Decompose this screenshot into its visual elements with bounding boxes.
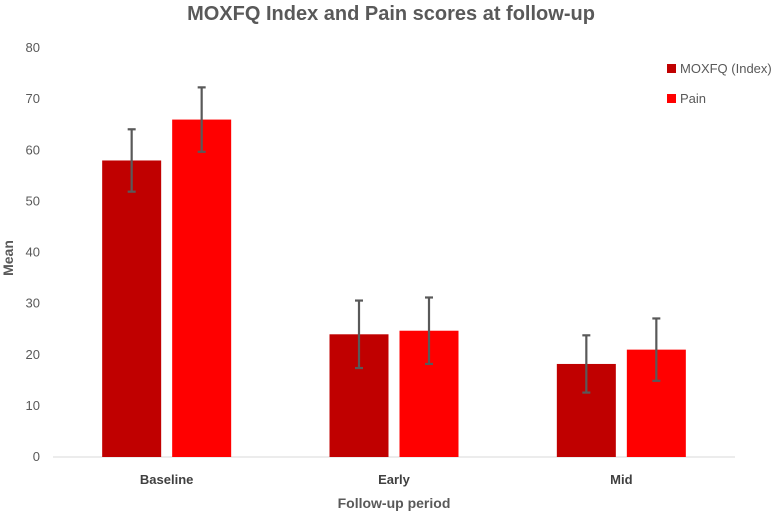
x-category-label: Early xyxy=(378,472,411,487)
y-tick-label: 10 xyxy=(26,398,40,413)
legend-swatch xyxy=(667,94,676,103)
legend-label: Pain xyxy=(680,91,706,106)
legend-label: MOXFQ (Index) xyxy=(680,61,772,76)
y-tick-label: 20 xyxy=(26,347,40,362)
y-axis-ticks: 0 10 20 30 40 50 60 70 80 xyxy=(26,40,40,464)
y-tick-label: 80 xyxy=(26,40,40,55)
bar-baseline-moxfq xyxy=(102,160,162,457)
bars xyxy=(102,119,686,457)
legend: MOXFQ (Index) Pain xyxy=(667,61,772,106)
chart-title: MOXFQ Index and Pain scores at follow-up xyxy=(187,3,595,25)
error-bar xyxy=(355,299,363,370)
y-tick-label: 40 xyxy=(26,245,40,260)
y-tick-label: 50 xyxy=(26,193,40,208)
error-bars xyxy=(127,86,661,394)
x-category-label: Mid xyxy=(610,472,632,487)
y-tick-label: 0 xyxy=(33,449,40,464)
y-tick-label: 60 xyxy=(26,142,40,157)
legend-swatch xyxy=(667,64,676,73)
x-category-label: Baseline xyxy=(140,472,193,487)
y-tick-label: 70 xyxy=(26,91,40,106)
bar-baseline-pain xyxy=(172,119,232,457)
error-bar xyxy=(582,334,591,394)
x-axis-categories: Baseline Early Mid xyxy=(140,472,633,487)
error-bar xyxy=(425,296,433,366)
error-bar xyxy=(197,86,206,153)
error-bar xyxy=(127,128,136,193)
error-bar xyxy=(652,317,661,382)
y-axis-title: Mean xyxy=(0,240,16,276)
x-axis-title: Follow-up period xyxy=(338,495,451,511)
y-tick-label: 30 xyxy=(26,296,40,311)
